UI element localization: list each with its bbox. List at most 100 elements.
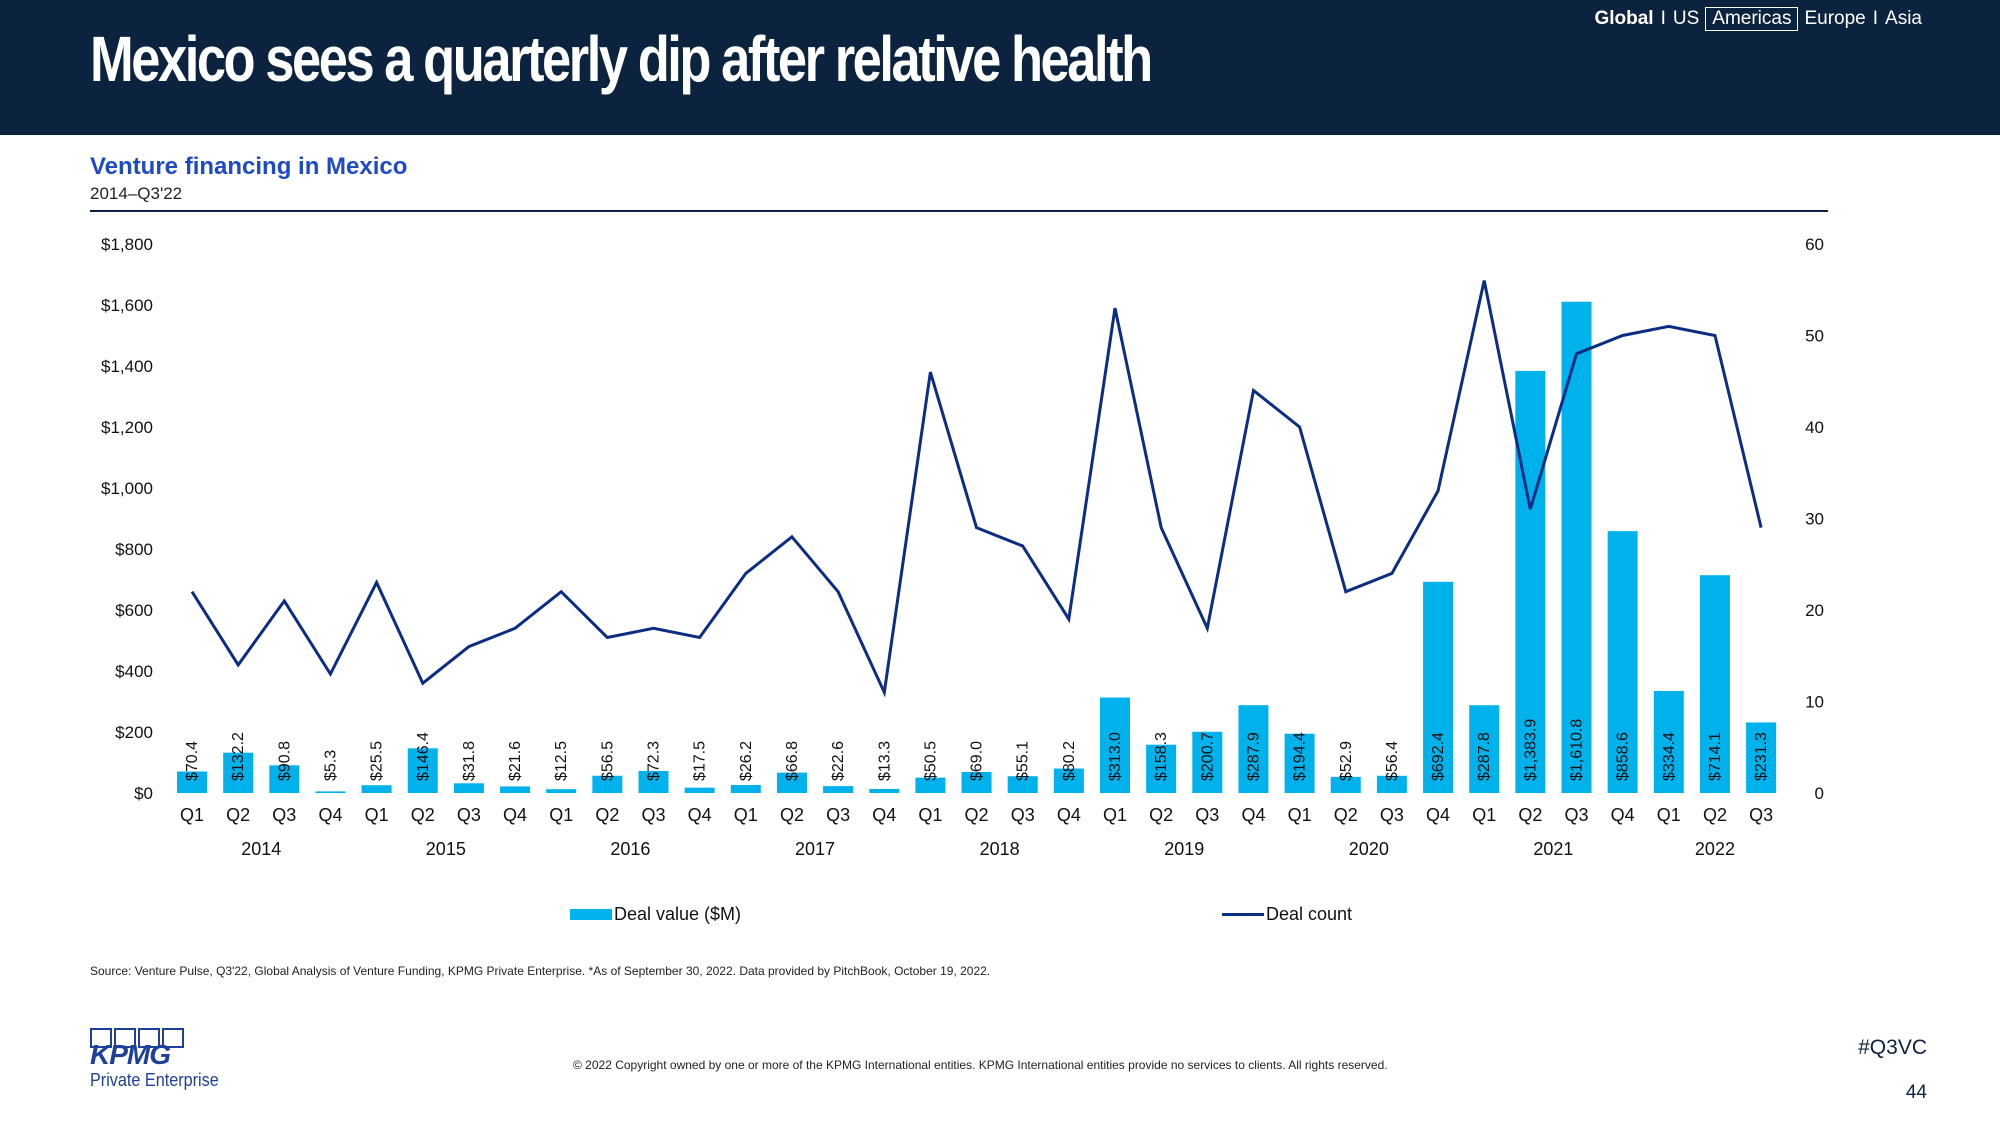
bar-deal-value (684, 787, 715, 793)
bar-deal-value (407, 748, 438, 793)
y-left-tick-label: $1,800 (101, 235, 153, 254)
bar-value-label: $858.6 (1615, 732, 1632, 781)
x-tick-label-quarter: Q4 (1057, 805, 1081, 825)
title-divider (90, 210, 1828, 212)
bar-value-label: $55.1 (1015, 741, 1032, 781)
logo-subtext: Private Enterprise (90, 1070, 219, 1090)
region-link-europe[interactable]: Europe (1804, 8, 1866, 29)
bar-value-label: $146.4 (415, 732, 432, 781)
venture-financing-chart: $0 $200 $400 $600 $800 $1,000 $1,200 $1,400 $1,6… (101, 235, 1824, 859)
bar-value-label: $90.8 (276, 741, 293, 781)
bar-deal-value (1330, 776, 1361, 793)
x-tick-label-year: 2016 (610, 839, 650, 859)
bar-value-label: $21.6 (507, 741, 524, 781)
x-tick-label-quarter: Q1 (734, 805, 758, 825)
region-link-global[interactable]: Global (1594, 8, 1654, 29)
line-deal-count (190, 280, 1763, 698)
region-link-asia[interactable]: Asia (1885, 8, 1922, 29)
x-tick-label-quarter: Q1 (1657, 805, 1681, 825)
bar-value-label: $334.4 (1661, 732, 1678, 781)
x-tick-label-quarter: Q3 (826, 805, 850, 825)
x-tick-label-quarter: Q4 (1241, 805, 1265, 825)
bar-deal-value (1423, 581, 1454, 793)
x-tick-label-quarter: Q4 (688, 805, 712, 825)
bar-value-label: $5.3 (322, 750, 339, 781)
bar-deal-value (776, 772, 807, 793)
bar-value-label: $26.2 (738, 741, 755, 781)
y-left-tick-label: $1,600 (101, 296, 153, 315)
x-tick-label-quarter: Q2 (965, 805, 989, 825)
y-left-tick-label: $1,200 (101, 418, 153, 437)
x-tick-label-quarter: Q4 (1611, 805, 1635, 825)
bar-deal-value (638, 770, 669, 793)
region-link-us[interactable]: US (1672, 8, 1700, 29)
x-tick-label-quarter: Q3 (457, 805, 481, 825)
x-tick-label-quarter: Q2 (1149, 805, 1173, 825)
x-tick-label-year: 2017 (795, 839, 835, 859)
x-tick-label-year: 2020 (1349, 839, 1389, 859)
bar-deal-value (1469, 705, 1500, 793)
x-tick-label-year: 2022 (1695, 839, 1735, 859)
bar-value-label: $287.9 (1245, 732, 1262, 781)
bar-value-label: $200.7 (1199, 732, 1216, 781)
bar-value-label: $17.5 (692, 741, 709, 781)
bar-value-label: $1,610.8 (1569, 719, 1586, 781)
x-tick-label-quarter: Q3 (1749, 805, 1773, 825)
bar-value-label: $50.5 (922, 741, 939, 781)
y-left-tick-label: $600 (115, 601, 153, 620)
y-left-tick-label: $800 (115, 540, 153, 559)
y-right-tick-label: 50 (1805, 327, 1824, 346)
bar-value-label: $287.8 (1476, 732, 1493, 781)
y-right-tick-label: 10 (1805, 693, 1824, 712)
x-tick-label-year: 2014 (241, 839, 281, 859)
y-left-tick-label: $1,000 (101, 479, 153, 498)
y-right-tick-label: 40 (1805, 418, 1824, 437)
bar-value-label: $25.5 (369, 741, 386, 781)
x-tick-label-year: 2018 (980, 839, 1020, 859)
y-right-tick-label: 60 (1805, 235, 1824, 254)
y-right-tick-label: 20 (1805, 601, 1824, 620)
bar-deal-value (1192, 731, 1223, 793)
x-tick-label-quarter: Q1 (1288, 805, 1312, 825)
x-tick-label-quarter: Q2 (411, 805, 435, 825)
x-tick-label-quarter: Q3 (1195, 805, 1219, 825)
x-tick-label-quarter: Q3 (641, 805, 665, 825)
bar-deal-value (1146, 744, 1177, 793)
bar-value-label: $72.3 (646, 741, 663, 781)
bar-value-label: $56.5 (599, 741, 616, 781)
bar-value-label: $158.3 (1153, 732, 1170, 781)
bar-value-label: $1,383.9 (1522, 719, 1539, 781)
bar-deal-value (500, 786, 531, 793)
bar-value-label: $56.4 (1384, 741, 1401, 781)
bar-value-label: $132.2 (230, 732, 247, 781)
bar-value-label: $231.3 (1753, 732, 1770, 781)
x-tick-label-quarter: Q1 (1472, 805, 1496, 825)
x-tick-label-quarter: Q2 (1703, 805, 1727, 825)
legend-bar-swatch (570, 909, 612, 920)
x-tick-label-quarter: Q1 (180, 805, 204, 825)
x-tick-label-quarter: Q3 (1380, 805, 1404, 825)
x-tick-label-quarter: Q1 (365, 805, 389, 825)
bar-deal-value (1376, 775, 1407, 793)
bar-value-label: $22.6 (830, 741, 847, 781)
bar-deal-value (730, 785, 761, 793)
legend-label-deal-value: Deal value ($M) (614, 904, 742, 924)
bar-value-label: $31.8 (461, 741, 478, 781)
page-title: Mexico sees a quarterly dip after relati… (90, 23, 1153, 95)
bar-value-label: $313.0 (1107, 732, 1124, 781)
header-banner: Mexico sees a quarterly dip after relati… (0, 0, 2000, 135)
x-tick-label-quarter: Q2 (1334, 805, 1358, 825)
bar-deal-value (823, 786, 854, 793)
bar-value-label: $13.3 (876, 741, 893, 781)
logo-boxes (90, 1028, 230, 1048)
region-link-americas[interactable]: Americas (1705, 7, 1799, 31)
chart-subtitle: 2014–Q3'22 (90, 184, 183, 203)
region-separator: I (1660, 8, 1666, 29)
bar-deal-value (546, 789, 577, 793)
y-right-tick-label: 0 (1815, 784, 1824, 803)
legend-item-deal-count: Deal count (1222, 904, 1352, 925)
kpmg-logo: KPMG Private Enterprise (90, 1028, 230, 1098)
bar-deal-value (269, 765, 300, 793)
bar-deal-value (1653, 691, 1684, 793)
bar-deal-value (915, 777, 946, 793)
